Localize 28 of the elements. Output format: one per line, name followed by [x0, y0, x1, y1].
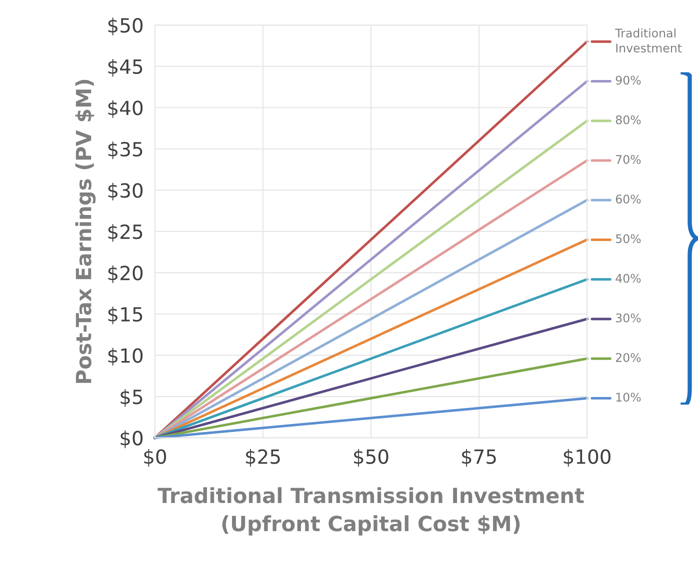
y-tick-label: $35 [108, 142, 142, 160]
y-tick-label: $15 [108, 306, 142, 324]
y-tick-label: $40 [108, 100, 143, 118]
legend-label: 10% [616, 392, 641, 402]
legend-label: 30% [616, 313, 641, 322]
legend-label: 80% [616, 115, 641, 124]
legend-label: 60% [616, 194, 641, 204]
legend-label: 40% [616, 274, 641, 283]
x-tick-label: $0 [144, 448, 166, 467]
y-tick-label: $45 [108, 58, 142, 77]
y-axis-title: Post-Tax Earnings (PV $M) [75, 80, 96, 383]
x-tick-label: $75 [462, 448, 496, 467]
y-tick-label: $5 [120, 389, 142, 407]
x-axis-title: Traditional Transmission Investment (Upfront Capital Cost $M) [158, 487, 584, 536]
legend-label: 50% [616, 234, 641, 244]
x-tick-label: $100 [564, 448, 610, 467]
legend-label: 90% [616, 76, 641, 85]
legend-label: 20% [616, 353, 641, 362]
y-tick-label: $0 [120, 430, 143, 448]
y-tick-label: $10 [108, 348, 143, 366]
legend-label: Traditional Investment [615, 28, 682, 53]
legend-label: 70% [616, 154, 641, 164]
x-tick-label: $25 [246, 448, 280, 467]
y-tick-label: $25 [108, 224, 142, 242]
y-tick-label: $30 [108, 182, 143, 200]
x-tick-label: $50 [354, 448, 388, 467]
y-tick-label: $20 [108, 265, 143, 283]
y-tick-label: $50 [108, 18, 143, 36]
